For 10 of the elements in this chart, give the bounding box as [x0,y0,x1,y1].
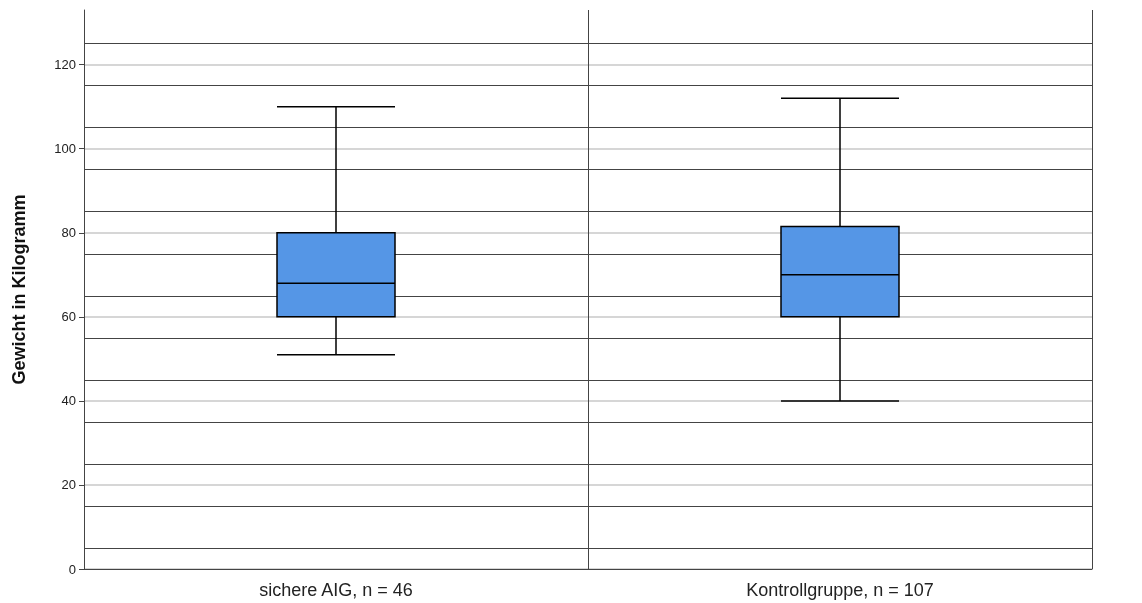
y-tick-label: 40 [61,393,76,409]
y-tick-label: 20 [61,477,76,493]
y-tick-label: 120 [54,57,76,73]
x-tick-label: Kontrollgruppe, n = 107 [746,580,934,600]
y-tick-label: 100 [54,141,76,157]
y-tick-label: 60 [61,309,76,325]
y-axis-title: Gewicht in Kilogramm [9,194,29,385]
x-tick-label: sichere AIG, n = 46 [259,580,413,600]
y-tick-label: 0 [68,561,76,577]
y-tick-label: 80 [61,225,76,241]
